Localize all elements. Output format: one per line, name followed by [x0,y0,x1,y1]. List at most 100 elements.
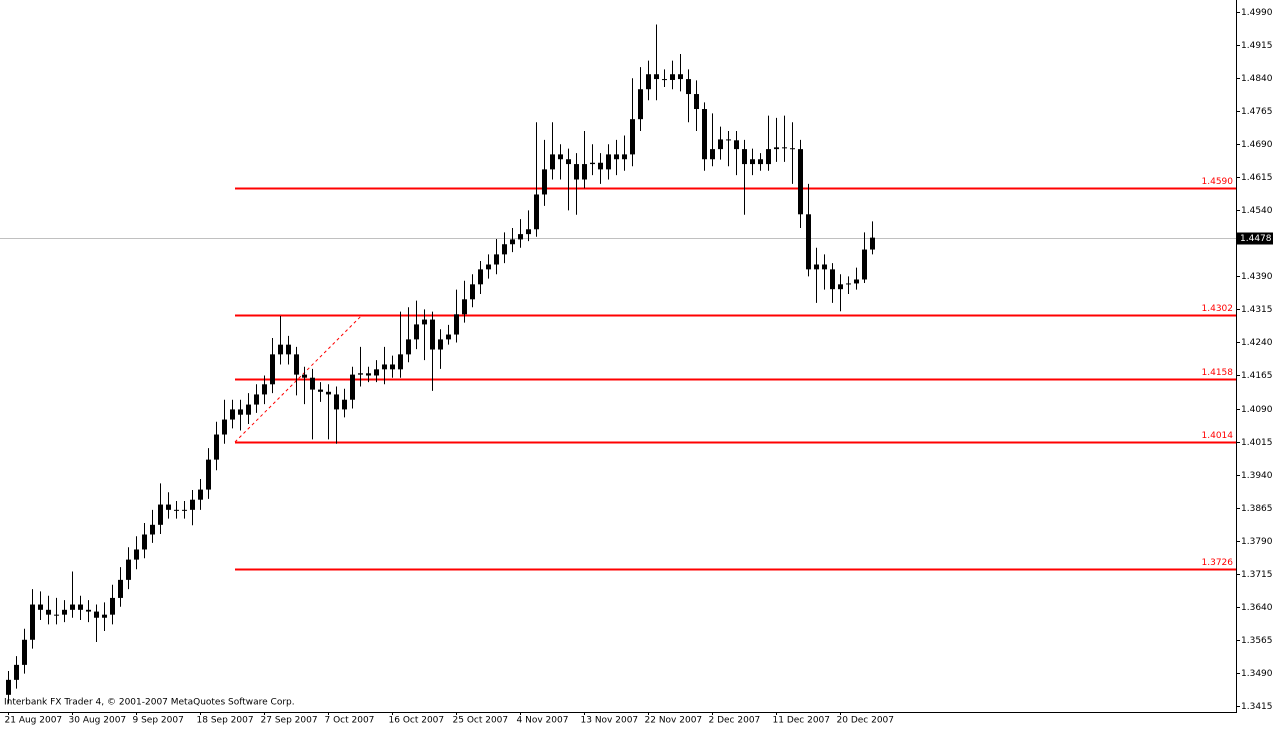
candle-body [366,373,371,376]
candle-body [6,679,11,695]
candle-body [46,609,51,615]
x-tick-label: 20 Dec 2007 [837,716,895,726]
candle-body [470,284,475,300]
candle-body [638,89,643,120]
candle-body [774,147,779,150]
candle-body [198,489,203,500]
candle-body [174,509,179,511]
candle-body [846,283,851,285]
candle-body [214,434,219,460]
candle-body [318,389,323,392]
candle-body [662,79,667,81]
candle-body [854,279,859,284]
y-tick-label: 1.3865 [1241,504,1273,514]
candle-body [206,459,211,490]
candle-body [686,79,691,95]
candle-body [158,504,163,525]
candle-body [814,264,819,270]
candle-body [62,609,67,615]
candle-body [230,409,235,420]
x-tick-label: 7 Oct 2007 [325,716,375,726]
candle-body [566,159,571,165]
candle-body [406,339,411,355]
candle-body [806,214,811,270]
candle-body [478,269,483,285]
y-tick-label: 1.4240 [1241,338,1273,348]
candle-body [222,419,227,435]
candle-body [454,314,459,335]
y-tick-label: 1.4840 [1241,74,1273,84]
candle-body [358,373,363,375]
candle-body [286,344,291,355]
candle-body [726,139,731,141]
y-tick-label: 1.4540 [1241,206,1273,216]
level-label: 1.4158 [1202,368,1234,378]
y-tick-label: 1.4090 [1241,405,1273,415]
candle-body [246,404,251,415]
level-label: 1.4590 [1202,177,1234,187]
candle-body [182,509,187,511]
y-tick-label: 1.3790 [1241,537,1273,547]
candle-body [350,374,355,400]
y-tick-label: 1.4765 [1241,107,1273,117]
candle-body [110,597,115,615]
current-price-box [1237,232,1273,245]
candle-body [14,664,19,680]
candle-body [190,499,195,510]
candle-body [510,239,515,245]
candle-body [238,409,243,415]
candle-body [542,169,547,195]
candle-body [430,319,435,350]
candle-body [334,394,339,410]
x-tick-label: 16 Oct 2007 [389,716,445,726]
candle-body [486,264,491,270]
candle-body [70,604,75,610]
y-tick-label: 1.4015 [1241,438,1273,448]
candle-body [422,319,427,325]
x-tick-label: 21 Aug 2007 [5,716,63,726]
x-tick-label: 22 Nov 2007 [645,716,703,726]
candle-body [598,162,603,170]
footer: Interbank FX Trader 4, © 2001-2007 MetaQ… [4,698,295,708]
candle-body [670,74,675,80]
y-tick-label: 1.4390 [1241,272,1273,282]
level-label: 1.3726 [1202,558,1234,568]
candle-body [126,559,131,580]
candle-body [142,534,147,550]
candle-body [518,234,523,240]
candle-body [550,154,555,170]
candle-body [702,109,707,160]
y-tick-label: 1.4165 [1241,371,1273,381]
candle-body [494,254,499,265]
candle-body [654,74,659,80]
candle-body [150,524,155,535]
candle-body [750,159,755,165]
candle-body [710,149,715,160]
candle-body [294,354,299,375]
candle-body [462,299,467,315]
candle-body [342,399,347,410]
candle-body [742,149,747,165]
candle-body [166,504,171,510]
candle-body [830,269,835,290]
candle-body [438,339,443,350]
y-tick-label: 1.3490 [1241,669,1273,679]
y-tick-label: 1.3565 [1241,636,1273,646]
candle-body [870,237,875,250]
candle-body [630,119,635,155]
candle-body [798,149,803,215]
x-tick-label: 25 Oct 2007 [453,716,509,726]
candle-body [606,154,611,170]
candle-body [310,377,315,390]
y-tick-label: 1.4315 [1241,305,1273,315]
candle-body [254,394,259,405]
candle-body [582,164,587,180]
candle-body [382,364,387,370]
candle-body [38,604,43,610]
x-tick-label: 4 Nov 2007 [517,716,569,726]
y-tick-label: 1.3940 [1241,471,1273,481]
candle-body [398,354,403,370]
y-tick-label: 1.4690 [1241,140,1273,150]
